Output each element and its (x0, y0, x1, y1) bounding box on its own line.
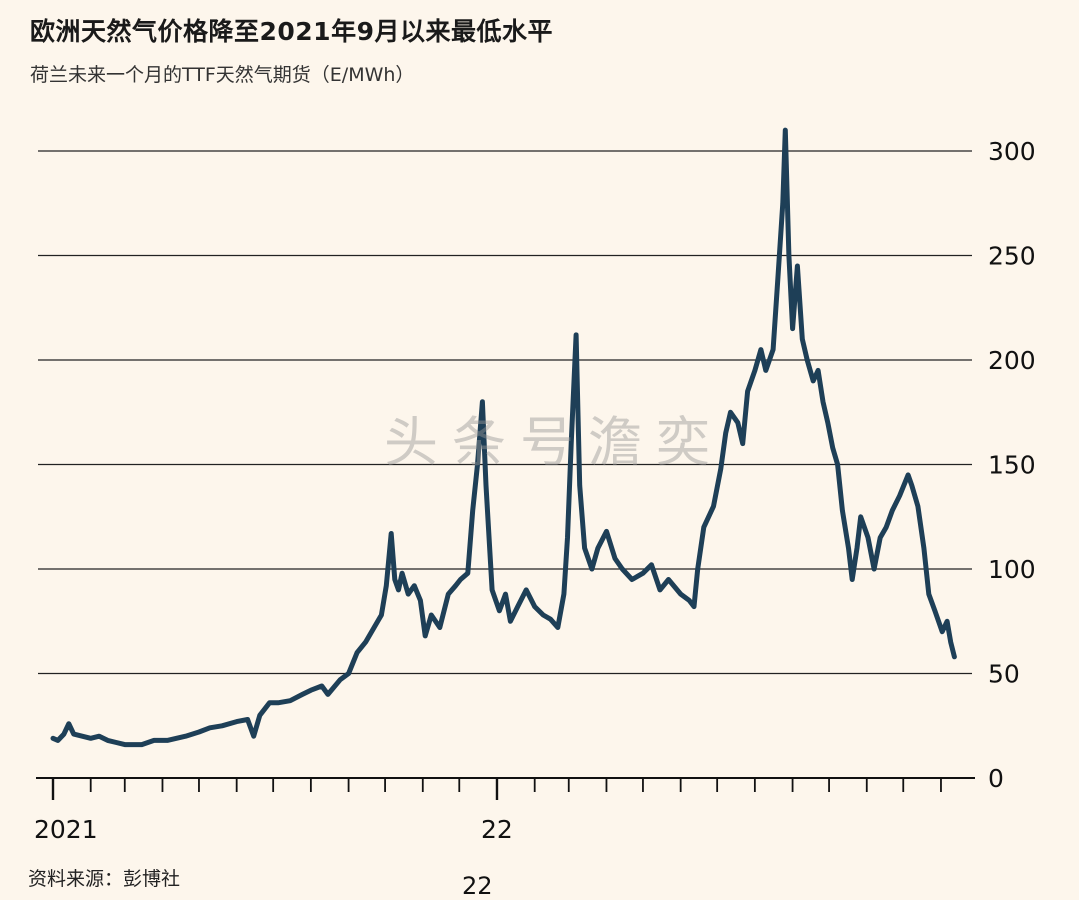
y-tick-label: 300 (988, 137, 1036, 166)
y-tick-label: 0 (988, 764, 1004, 793)
x-axis: 2021 22 (34, 777, 975, 844)
y-tick-label: 200 (988, 346, 1036, 375)
source-note: 资料来源：彭博社 (28, 868, 181, 890)
x-tick-label: 22 (481, 815, 513, 844)
y-tick-label: 50 (988, 660, 1020, 689)
chart-subtitle: 荷兰未来一个月的TTF天然气期货（E/MWh） (30, 64, 415, 86)
series-line (50, 127, 957, 748)
watermark: 头条号澹奕 (384, 411, 724, 474)
x-tick-label: 2021 (34, 815, 98, 844)
series-layer (50, 127, 957, 748)
chart-title: 欧洲天然气价格降至2021年9月以来最低水平 (30, 17, 553, 46)
y-tick-label: 100 (988, 555, 1036, 584)
grid-lines: 0 50 100 150 200 250 300 (38, 137, 1036, 793)
cropped-tick-label: 22 (462, 872, 493, 900)
y-tick-label: 150 (988, 451, 1036, 480)
y-tick-label: 250 (988, 242, 1036, 271)
